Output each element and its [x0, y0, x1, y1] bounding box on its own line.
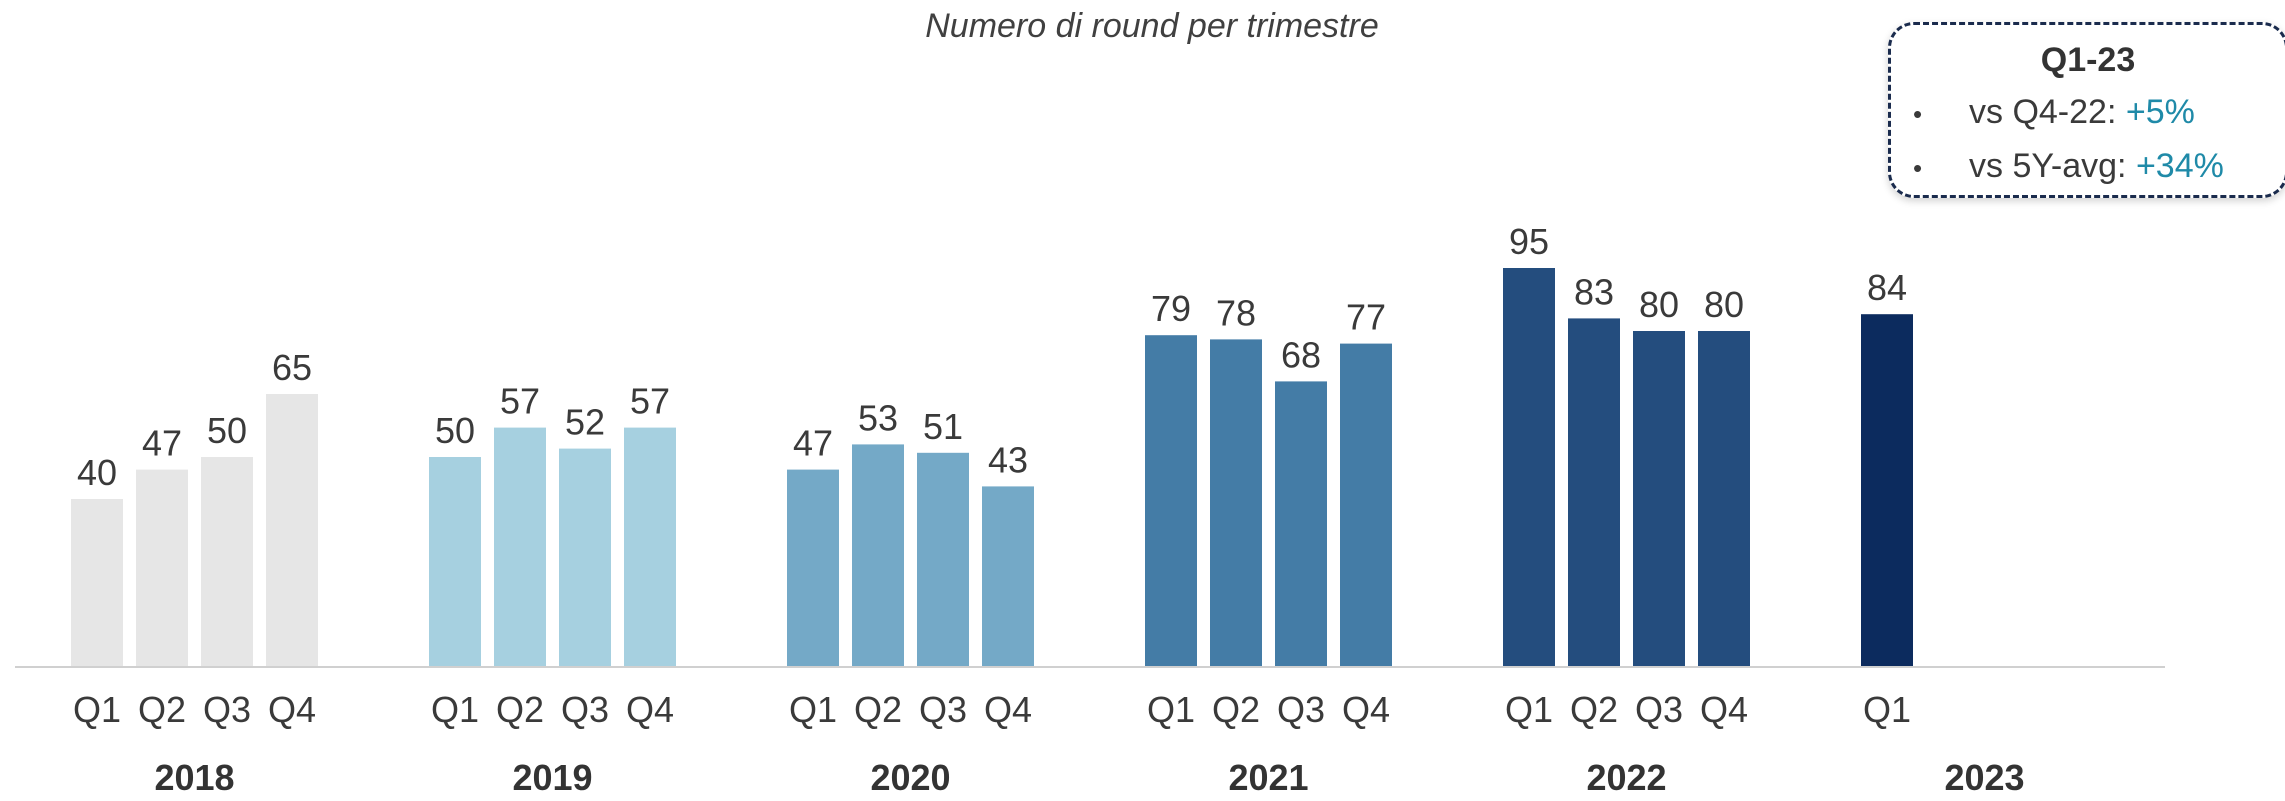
value-label-2021-q2: 78: [1216, 292, 1256, 333]
quarter-tick-label: Q3: [919, 689, 967, 730]
value-label-2022-q4: 80: [1704, 284, 1744, 325]
year-label-2019: 2019: [512, 757, 592, 798]
value-label-2019-q2: 57: [500, 381, 540, 422]
year-label-2021: 2021: [1228, 757, 1308, 798]
quarter-tick-label: Q1: [1147, 689, 1195, 730]
value-label-2023-q1: 84: [1867, 267, 1907, 308]
bar-2018-q3: [201, 457, 253, 667]
year-label-2018: 2018: [154, 757, 234, 798]
value-label-2020-q3: 51: [923, 406, 963, 447]
quarter-tick-label: Q4: [1700, 689, 1748, 730]
value-label-2018-q3: 50: [207, 410, 247, 451]
callout-title: Q1-23: [2040, 41, 2136, 79]
quarter-tick-label: Q4: [984, 689, 1032, 730]
value-label-2019-q1: 50: [435, 410, 475, 451]
callout-item-5y-avg: • vs 5Y-avg: +34%: [1913, 147, 2224, 186]
quarter-tick-label: Q2: [1570, 689, 1618, 730]
q1-23-callout: Q1-23 • vs Q4-22: +5% • vs 5Y-avg: +34%: [1888, 22, 2285, 198]
value-label-2020-q4: 43: [988, 439, 1028, 480]
quarter-tick-label: Q1: [431, 689, 479, 730]
value-label-2020-q2: 53: [858, 397, 898, 438]
value-label-2020-q1: 47: [793, 423, 833, 464]
bar-2019-q4: [624, 427, 676, 667]
callout-item-label: vs 5Y-avg:: [1969, 147, 2136, 185]
bar-2020-q1: [787, 469, 839, 667]
quarter-tick-label: Q2: [138, 689, 186, 730]
callout-item-label: vs Q4-22:: [1969, 93, 2126, 131]
bar-2021-q3: [1275, 381, 1327, 667]
quarter-tick-label: Q3: [1635, 689, 1683, 730]
bar-2020-q4: [982, 486, 1034, 667]
callout-item-delta: +5%: [2125, 93, 2195, 131]
bar-2021-q1: [1145, 335, 1197, 667]
quarter-tick-label: Q1: [1505, 689, 1553, 730]
quarter-tick-label: Q3: [561, 689, 609, 730]
bar-2020-q2: [852, 444, 904, 667]
quarter-tick-label: Q1: [789, 689, 837, 730]
callout-item-q4-22: • vs Q4-22: +5%: [1913, 93, 2195, 132]
value-label-2019-q4: 57: [630, 381, 670, 422]
bar-2021-q4: [1340, 343, 1392, 667]
bar-2018-q2: [136, 469, 188, 667]
bar-2022-q1: [1503, 268, 1555, 667]
bar-2019-q2: [494, 427, 546, 667]
callout-item-delta: +34%: [2135, 147, 2224, 185]
bar-2019-q1: [429, 457, 481, 667]
quarter-tick-label: Q4: [268, 689, 316, 730]
quarter-tick-label: Q2: [496, 689, 544, 730]
bar-2023-q1: [1861, 314, 1913, 667]
bar-2018-q1: [71, 499, 123, 667]
year-label-2022: 2022: [1586, 757, 1666, 798]
bar-2022-q4: [1698, 331, 1750, 667]
year-label-2020: 2020: [870, 757, 950, 798]
value-label-2018-q2: 47: [142, 423, 182, 464]
value-label-2021-q4: 77: [1346, 297, 1386, 338]
bar-2022-q2: [1568, 318, 1620, 667]
chart-title: Numero di round per trimestre: [925, 7, 1379, 45]
value-label-2022-q3: 80: [1639, 284, 1679, 325]
bar-2018-q4: [266, 394, 318, 667]
year-label-2023: 2023: [1944, 757, 2024, 798]
bar-2019-q3: [559, 448, 611, 667]
quarter-tick-label: Q3: [203, 689, 251, 730]
value-label-2018-q1: 40: [77, 452, 117, 493]
bar-2022-q3: [1633, 331, 1685, 667]
value-label-2022-q1: 95: [1509, 221, 1549, 262]
quarter-tick-label: Q2: [854, 689, 902, 730]
value-label-2018-q4: 65: [272, 347, 312, 388]
bar-2020-q3: [917, 452, 969, 667]
value-label-2021-q1: 79: [1151, 288, 1191, 329]
bars-layer: 40 Q1 47 Q2 50 Q3 65 Q4 2018 50 Q1 57 Q2 52 Q3 57 Q4 2019…: [71, 221, 2025, 798]
quarter-tick-label: Q1: [1863, 689, 1911, 730]
quarter-tick-label: Q2: [1212, 689, 1260, 730]
value-label-2021-q3: 68: [1281, 334, 1321, 375]
value-label-2022-q2: 83: [1574, 271, 1614, 312]
quarter-tick-label: Q4: [1342, 689, 1390, 730]
quarter-tick-label: Q4: [626, 689, 674, 730]
bullet-icon: •: [1913, 152, 1923, 183]
bullet-icon: •: [1913, 98, 1923, 129]
bar-2021-q2: [1210, 339, 1262, 667]
quarter-tick-label: Q3: [1277, 689, 1325, 730]
quarter-tick-label: Q1: [73, 689, 121, 730]
value-label-2019-q3: 52: [565, 402, 605, 443]
